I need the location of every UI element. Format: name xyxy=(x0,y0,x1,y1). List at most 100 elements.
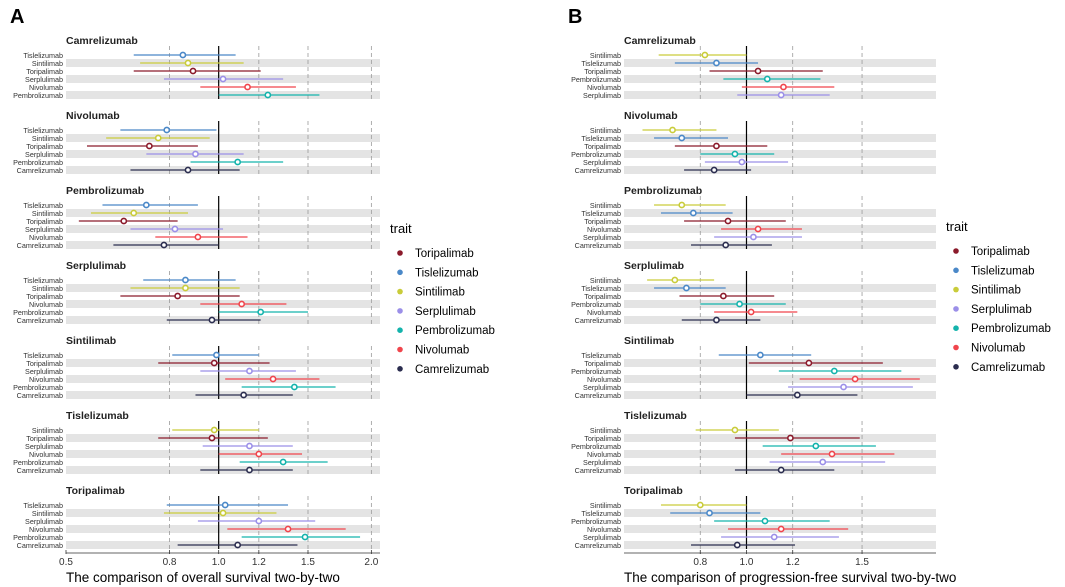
point-estimate xyxy=(182,276,189,284)
row-stripe xyxy=(624,134,936,142)
legend-marker xyxy=(953,248,959,254)
row-label: Serplulimab xyxy=(25,150,63,159)
row-label: Camrelizumab xyxy=(575,166,621,175)
group-title: Pembrolizumab xyxy=(66,185,144,197)
forest-group: SintilimabTislelizumabToripalimabPembrol… xyxy=(571,335,936,400)
point-estimate xyxy=(192,150,199,158)
legend-marker xyxy=(953,306,959,312)
x-axis: 0.8 1.0 1.2 1.5 xyxy=(624,550,936,568)
legend-title: trait xyxy=(390,221,412,236)
row-label: Sintilimab xyxy=(32,284,63,293)
group-title: Pembrolizumab xyxy=(624,185,702,197)
row-label: Pembrolizumab xyxy=(13,458,63,467)
point-estimate xyxy=(279,458,287,466)
point-estimate xyxy=(736,300,743,308)
legend-item: Pembrolizumab xyxy=(971,323,1051,335)
row-stripe xyxy=(624,59,936,67)
forest-group: NivolumabSintilimabTislelizumabToripalim… xyxy=(571,110,936,175)
row-label: Nivolumab xyxy=(587,375,621,384)
row-stripe xyxy=(624,375,936,383)
point-estimate xyxy=(713,142,720,150)
row-label: Sintilimab xyxy=(590,501,621,510)
row-stripe xyxy=(66,375,380,383)
point-estimate xyxy=(171,225,179,233)
legend-marker xyxy=(397,346,403,353)
point-estimate xyxy=(219,75,227,83)
row-label: Tislelizumab xyxy=(581,509,621,518)
row-stripe xyxy=(624,166,936,174)
row-stripe xyxy=(66,525,380,533)
forest-group: SintilimabTislelizumabToripalimabSerplul… xyxy=(13,335,380,400)
row-label: Toripalimab xyxy=(584,359,621,368)
row-label: Serplulimab xyxy=(583,233,621,242)
point-estimate xyxy=(269,375,277,383)
point-estimate xyxy=(706,509,713,517)
row-stripe xyxy=(624,209,936,217)
point-estimate xyxy=(701,51,709,59)
point-estimate xyxy=(154,134,162,142)
row-label: Camrelizumab xyxy=(575,241,621,250)
legend-marker xyxy=(953,267,959,274)
point-estimate xyxy=(750,233,757,241)
group-title: Toripalimab xyxy=(66,485,125,497)
forest-group: PembrolizumabTislelizumabSintilimabTorip… xyxy=(17,185,380,250)
x-tick-label: 2.0 xyxy=(364,557,378,568)
legend-marker xyxy=(397,366,403,372)
row-label: Toripalimab xyxy=(584,292,621,301)
point-estimate xyxy=(244,83,251,91)
point-estimate xyxy=(255,517,263,525)
row-label: Serplulimab xyxy=(25,225,63,234)
row-label: Sintilimab xyxy=(590,276,621,285)
group-title: Nivolumab xyxy=(66,110,120,122)
legend-marker xyxy=(397,250,403,256)
row-label: Pembrolizumab xyxy=(13,158,63,167)
group-title: Tislelizumab xyxy=(624,410,687,422)
panel-A: ACamrelizumabTislelizumabSintilimabTorip… xyxy=(10,6,495,585)
row-stripe xyxy=(624,241,936,249)
point-estimate xyxy=(194,233,202,241)
row-label: Sintilimab xyxy=(32,134,63,143)
legend-marker xyxy=(953,364,959,370)
row-label: Toripalimab xyxy=(584,67,621,76)
row-label: Nivolumab xyxy=(587,450,621,459)
row-label: Nivolumab xyxy=(29,450,63,459)
group-title: Camrelizumab xyxy=(624,35,696,47)
row-label: Sintilimab xyxy=(590,51,621,60)
point-estimate xyxy=(777,466,785,474)
point-estimate xyxy=(805,359,813,367)
row-label: Camrelizumab xyxy=(575,466,621,475)
row-label: Pembrolizumab xyxy=(571,150,621,159)
group-title: Serplulimab xyxy=(66,260,126,272)
point-estimate xyxy=(120,217,128,225)
row-label: Tislelizumab xyxy=(581,59,621,68)
panel-label: A xyxy=(10,6,24,28)
point-estimate xyxy=(255,450,263,458)
point-estimate xyxy=(777,525,785,533)
row-label: Serplulimab xyxy=(25,75,63,84)
point-estimate xyxy=(290,383,298,391)
legend-item: Camrelizumab xyxy=(971,362,1045,374)
point-estimate xyxy=(142,201,150,209)
legend-item: Pembrolizumab xyxy=(415,325,495,337)
point-estimate xyxy=(724,217,732,225)
row-label: Pembrolizumab xyxy=(571,367,621,376)
point-estimate xyxy=(754,225,762,233)
row-stripe xyxy=(66,241,380,249)
row-label: Nivolumab xyxy=(587,225,621,234)
row-stripe xyxy=(624,450,936,458)
legend-item: Nivolumab xyxy=(971,343,1025,355)
point-estimate xyxy=(738,158,746,166)
row-stripe xyxy=(66,134,380,142)
point-estimate xyxy=(780,83,787,91)
row-label: Sintilimab xyxy=(32,426,63,435)
x-tick-label: 0.8 xyxy=(163,557,177,568)
row-stripe xyxy=(66,209,380,217)
point-estimate xyxy=(219,509,227,517)
point-estimate xyxy=(174,292,182,300)
legend-item: Serplulimab xyxy=(971,304,1032,316)
row-stripe xyxy=(624,284,936,292)
point-estimate xyxy=(678,201,686,209)
row-label: Pembrolizumab xyxy=(571,75,621,84)
row-label: Nivolumab xyxy=(587,83,621,92)
point-estimate xyxy=(756,351,764,359)
